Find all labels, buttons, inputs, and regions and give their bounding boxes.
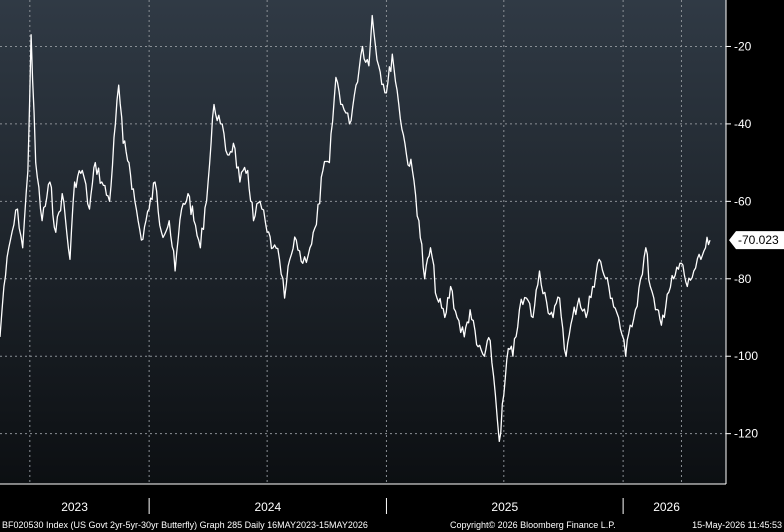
series [0,14,711,443]
x-tick-label: 2024 [254,500,281,514]
series-line [0,14,711,443]
axes [0,0,731,514]
footer-copyright: Copyright© 2026 Bloomberg Finance L.P. [450,520,616,530]
y-tick-label: -120 [734,427,758,441]
x-tick-label: 2023 [61,500,88,514]
x-tick-label: 2026 [653,500,680,514]
y-tick-label: -80 [734,272,752,286]
x-tick-label: 2025 [491,500,518,514]
footer-timestamp: 15-May-2026 11:45:53 [692,520,782,530]
y-tick-label: -100 [734,349,758,363]
plot-area [0,0,726,484]
y-tick-label: -60 [734,194,752,208]
y-tick-label: -20 [734,39,752,53]
last-value-marker [729,231,784,250]
y-tick-label: -40 [734,117,752,131]
labels: -20 -40 -60 -80 -100 -120 2023 2024 2025 2026 -70.… [61,39,784,514]
footer-description: BF020530 Index (US Govt 2yr-5yr-30yr But… [2,520,368,530]
last-value-label: -70.023 [738,233,779,247]
